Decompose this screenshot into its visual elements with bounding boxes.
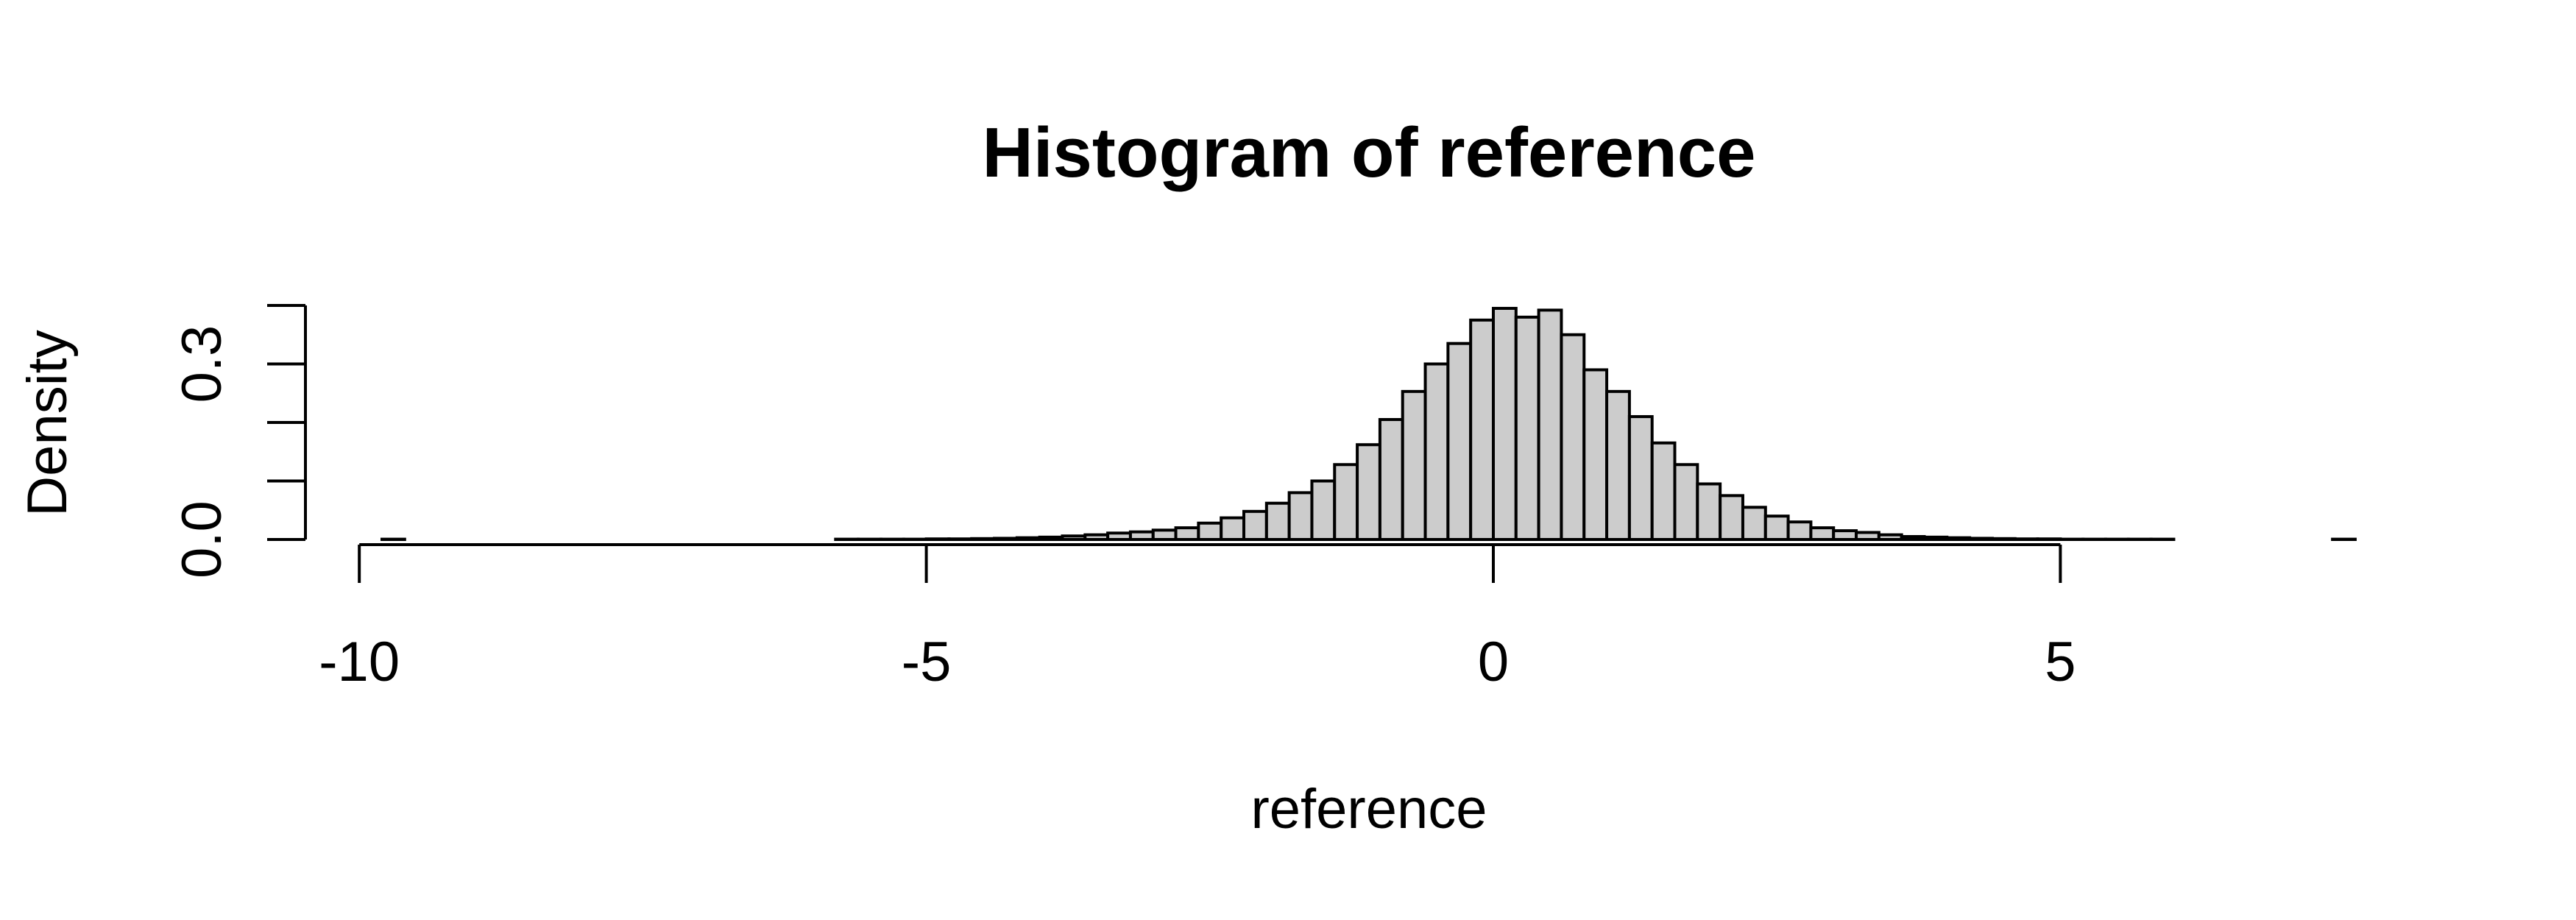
histogram-bar [1763, 514, 1790, 542]
histogram-bar [1945, 536, 1972, 541]
histogram-bar [1061, 534, 1087, 541]
histogram-bar [1877, 533, 1903, 542]
histogram-bar [1537, 308, 1563, 541]
histogram-bar [1832, 529, 1858, 542]
histogram-bar [1673, 463, 1699, 541]
histogram-bar [1968, 537, 1994, 541]
histogram-bar [1401, 389, 1427, 541]
y-tick-label: 0.3 [171, 325, 233, 403]
histogram-bar [1356, 443, 1381, 542]
histogram-bar [1741, 506, 1767, 542]
histogram-bar [1900, 535, 1926, 542]
x-tick-label: -5 [902, 631, 952, 693]
x-axis-label: reference [1250, 778, 1487, 841]
histogram-bar [1696, 482, 1722, 541]
histogram-bar [1627, 415, 1654, 541]
histogram-bar [993, 537, 1019, 541]
histogram-bar [1083, 533, 1110, 542]
histogram-bar [1469, 318, 1495, 542]
y-axis-label: Density [16, 330, 79, 516]
chart-title: Histogram of reference [983, 113, 1756, 192]
histogram-bar [1197, 521, 1223, 541]
histogram-bar [1514, 315, 1540, 541]
histogram-bar [1264, 501, 1291, 542]
histogram-bar [1582, 368, 1609, 542]
x-axis: -10 -5 0 5 [319, 543, 2076, 693]
histogram-bar [1491, 306, 1518, 541]
histogram-bar [1446, 342, 1473, 541]
histogram-bar [1310, 479, 1337, 541]
histogram-bar [1174, 526, 1200, 541]
histogram-bar [1378, 418, 1404, 542]
histogram-bar [1922, 535, 1949, 542]
y-tick-label: 0.0 [171, 500, 233, 578]
histogram-bar [1855, 531, 1880, 542]
histogram-bar [1786, 520, 1813, 542]
histogram-bar [1650, 441, 1677, 542]
histogram-bar [1809, 526, 1836, 541]
histogram-bar [1151, 528, 1178, 542]
histogram-bar [1015, 536, 1041, 541]
x-tick-label: -10 [319, 631, 400, 693]
y-axis: 0.0 0.3 [171, 304, 307, 578]
histogram-bar [1242, 509, 1268, 542]
histogram-bar [1038, 535, 1064, 542]
histogram-bar [1287, 491, 1314, 542]
histogram-bar [1128, 530, 1155, 541]
histogram-bar [1719, 494, 1744, 542]
histogram-bar [1560, 333, 1586, 541]
histogram-bar [1605, 389, 1631, 541]
x-tick-label: 5 [2045, 631, 2076, 693]
histogram-bar [1423, 362, 1450, 541]
histogram-bars [381, 306, 2357, 542]
histogram-bar [1220, 516, 1246, 542]
x-tick-label: 0 [1478, 631, 1509, 693]
histogram-bar [1106, 531, 1132, 541]
histogram-bar [1333, 463, 1359, 541]
